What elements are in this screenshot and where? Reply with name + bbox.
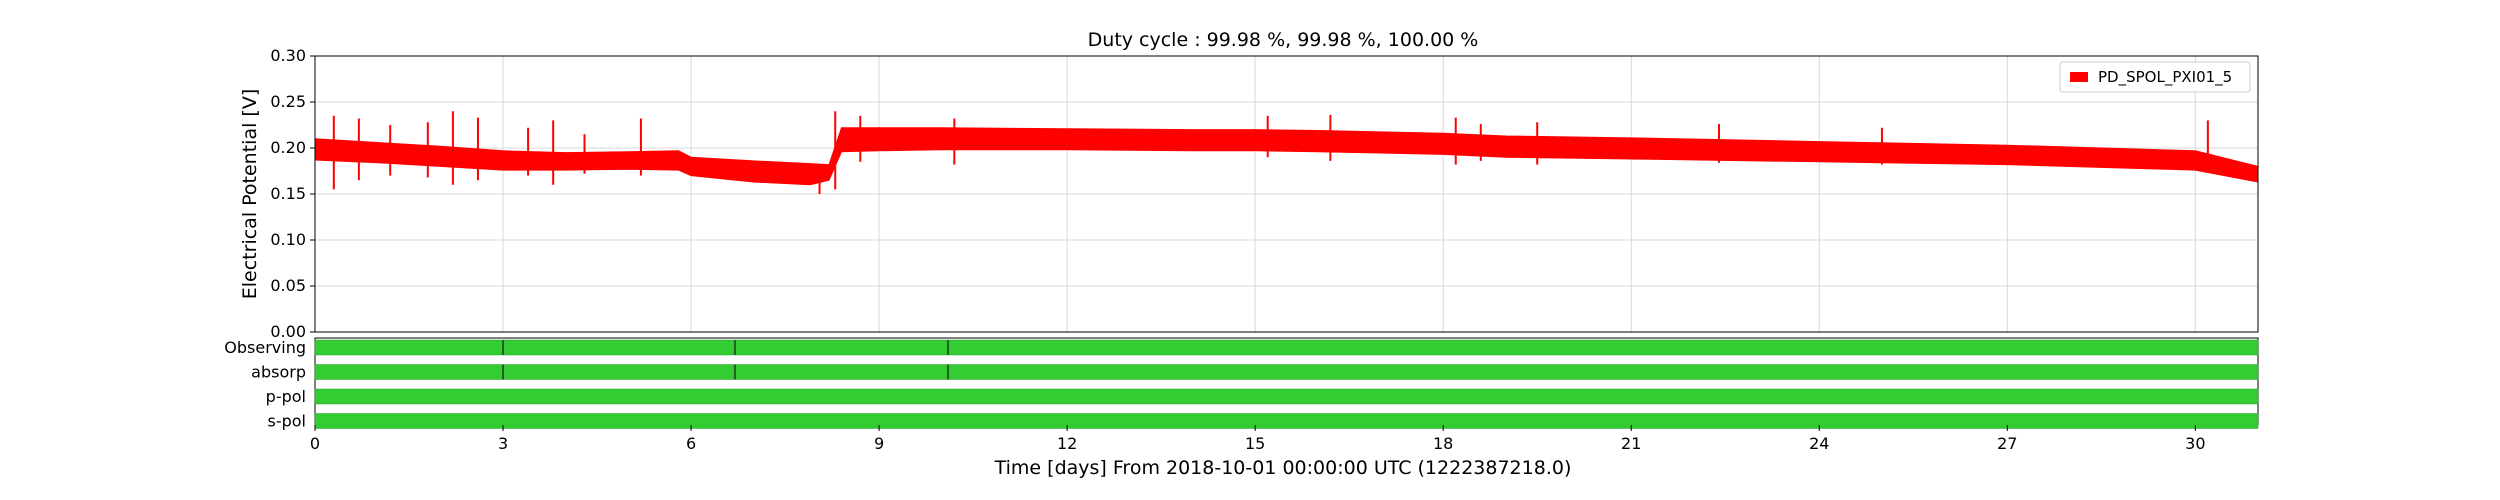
x-tick-label: 27 [1997,434,2017,453]
series-band [314,127,2259,186]
segment-label: p-pol [266,387,306,406]
segment-bar [314,388,2259,405]
x-tick-label: 18 [1433,434,1453,453]
legend: PD_SPOL_PXI01_5 [2059,61,2251,93]
grid-lines [314,55,2258,333]
y-tick-label: 0.30 [270,46,306,65]
x-tick-label: 30 [2185,434,2205,453]
chart-title: Duty cycle : 99.98 %, 99.98 %, 100.00 % [1088,29,1479,51]
legend-box [2059,61,2251,93]
segment-rows: Observing absorp p-pol s-pol [224,337,2259,431]
y-axis-label: Electrical Potential [V] [239,89,261,299]
segment-label: absorp [251,363,306,382]
x-axis-label: Time [days] From 2018-10-01 00:00:00 UTC… [994,457,1572,479]
y-tick-label: 0.25 [270,92,306,111]
series-layer [314,111,2259,194]
x-tick-label: 15 [1245,434,1265,453]
y-tick-label: 0.05 [270,276,306,295]
segment-bar [314,339,2259,356]
legend-label: PD_SPOL_PXI01_5 [2098,68,2232,87]
y-axis-ticks: 0.00 0.05 0.10 0.15 0.20 0.25 0.30 [270,46,315,341]
x-axis-ticks: 0 3 6 9 12 15 18 21 24 27 30 [310,425,2206,453]
segment-label: s-pol [268,412,307,431]
y-tick-label: 0.00 [270,322,306,341]
segment-bar [314,413,2259,429]
x-tick-label: 24 [1809,434,1829,453]
segment-label: Observing [224,338,306,357]
legend-swatch [2070,72,2088,82]
y-tick-label: 0.10 [270,230,306,249]
segment-bar [314,364,2259,380]
x-tick-label: 6 [686,434,696,453]
x-tick-label: 12 [1057,434,1077,453]
x-tick-label: 0 [310,434,320,453]
y-tick-label: 0.15 [270,184,306,203]
y-tick-label: 0.20 [270,138,306,157]
x-tick-label: 3 [498,434,508,453]
x-tick-label: 21 [1621,434,1641,453]
x-tick-label: 9 [874,434,884,453]
